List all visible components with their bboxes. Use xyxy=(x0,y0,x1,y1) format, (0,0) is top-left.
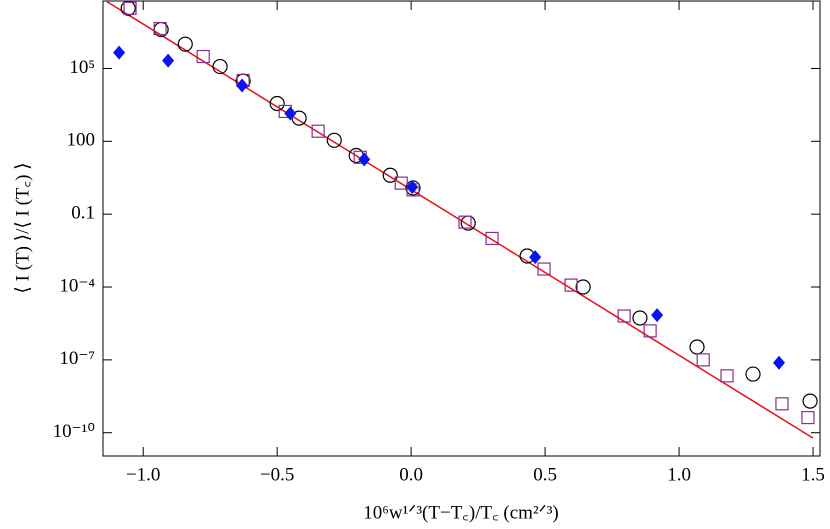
square-marker xyxy=(564,278,578,292)
circle-marker xyxy=(689,339,705,355)
fit-line xyxy=(104,1,814,439)
square-marker xyxy=(153,21,167,36)
y-tick-label: 10⁵ xyxy=(69,57,95,78)
y-axis-label: ⟨ I (T) ⟩/⟨ I (T꜀) ⟩ xyxy=(12,162,33,293)
x-tick-label: 1.5 xyxy=(801,464,825,485)
square-marker xyxy=(458,215,472,229)
circle-marker xyxy=(269,95,285,112)
circle-marker xyxy=(120,0,136,16)
circle-marker xyxy=(382,167,398,183)
diamond-marker xyxy=(284,106,297,121)
x-tick-label: −0.5 xyxy=(260,464,294,485)
y-tick-label: 100 xyxy=(67,130,96,151)
square-marker xyxy=(720,369,734,383)
diamond-marker xyxy=(162,53,175,68)
diamond-marker xyxy=(529,250,542,265)
circle-marker xyxy=(632,310,648,326)
square-marker xyxy=(537,262,551,276)
circle-marker xyxy=(802,393,818,409)
x-tick-label: 0.0 xyxy=(399,464,423,485)
diamond-marker xyxy=(358,152,371,167)
square-marker xyxy=(196,49,210,64)
x-tick-label: 0.5 xyxy=(533,464,557,485)
y-tick-label: 0.1 xyxy=(71,203,95,224)
circle-marker xyxy=(177,36,193,52)
square-marker xyxy=(485,231,499,246)
square-marker xyxy=(643,324,657,338)
diamond-marker xyxy=(651,308,664,323)
square-marker xyxy=(311,124,325,138)
diamond-marker xyxy=(406,180,419,195)
circle-marker xyxy=(575,279,591,295)
square-marker xyxy=(394,176,408,190)
diamond-marker xyxy=(113,45,126,60)
circle-marker xyxy=(326,132,342,148)
circle-marker xyxy=(405,180,421,196)
x-tick-label: 1.0 xyxy=(667,464,691,485)
square-marker xyxy=(123,1,137,15)
plot-area xyxy=(104,1,814,439)
y-tick-label: 10⁻⁴ xyxy=(59,275,95,296)
plot-frame xyxy=(102,0,821,457)
square-marker xyxy=(617,309,631,323)
diamond-marker xyxy=(773,355,786,370)
x-tick-label: −1.0 xyxy=(126,464,160,485)
diamond-marker xyxy=(236,78,249,93)
square-marker xyxy=(775,397,789,411)
square-marker xyxy=(696,353,710,367)
square-marker xyxy=(801,410,815,425)
y-tick-label: 10⁻⁷ xyxy=(59,348,95,369)
circle-marker xyxy=(745,366,761,382)
y-tick-label: 10⁻¹⁰ xyxy=(53,421,95,442)
x-axis-label: 10⁶w¹ᐟ³(T−T꜀)/T꜀ (cm²ᐟ³) xyxy=(363,502,558,523)
circle-marker xyxy=(212,58,228,75)
